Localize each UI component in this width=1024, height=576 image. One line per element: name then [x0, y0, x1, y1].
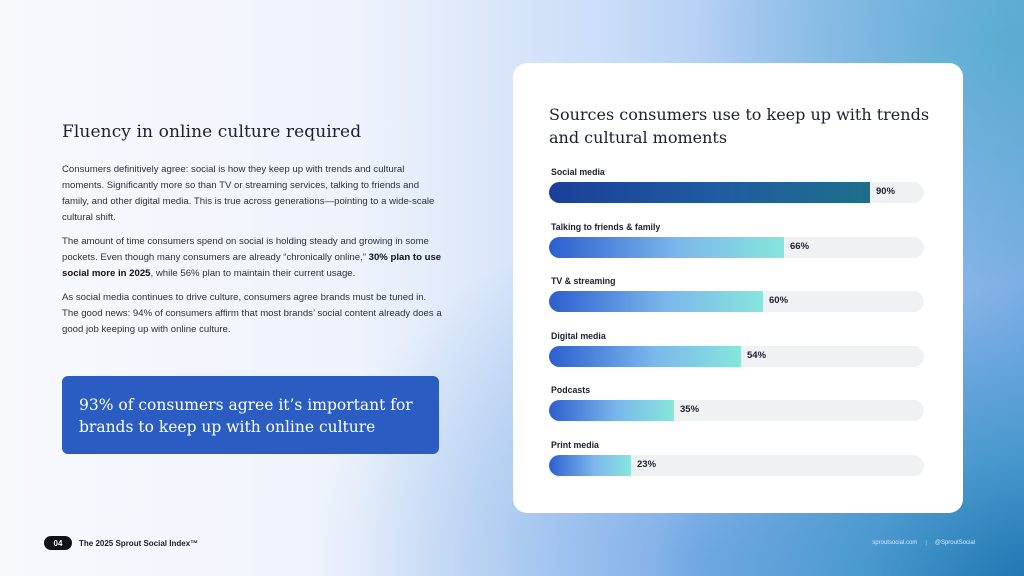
bar-label: Social media	[551, 167, 605, 177]
bar-label: Podcasts	[551, 385, 591, 395]
bar-row: TV & streaming 60%	[549, 276, 924, 324]
bar	[549, 182, 870, 203]
bar	[549, 454, 631, 476]
website-link[interactable]: sproutsocial.com	[872, 540, 918, 546]
bar-track: 35%	[549, 400, 924, 421]
section-heading: Fluency in online culture required	[62, 122, 362, 142]
footer-right: sproutsocial.com | @SproutSocial	[872, 540, 975, 546]
bar-track: 60%	[549, 291, 924, 312]
footer-separator: |	[925, 540, 927, 546]
bar-value-label: 54%	[747, 349, 767, 361]
bar-row: Talking to friends & family 66%	[549, 222, 924, 270]
bar	[549, 400, 674, 421]
chart-card: Sources consumers use to keep up with tr…	[513, 63, 963, 513]
stat-callout: 93% of consumers agree it’s important fo…	[62, 376, 439, 454]
bar-value-label: 35%	[680, 404, 700, 415]
bar-row: Print media 23%	[549, 440, 924, 488]
footer-left: 04 The 2025 Sprout Social Index™	[44, 536, 198, 550]
bar-row: Digital media 54%	[549, 331, 924, 379]
bar-label: Talking to friends & family	[551, 221, 661, 232]
bar-label: Digital media	[551, 330, 606, 341]
paragraph-1: Consumers definitively agree: social is …	[62, 164, 435, 223]
paragraph-2-text-a: The amount of time consumers spend on so…	[62, 236, 429, 263]
bar	[549, 345, 741, 367]
bar-label: Print media	[551, 439, 599, 450]
bar	[549, 236, 784, 258]
bar-track: 54%	[549, 345, 924, 367]
social-handle[interactable]: @SproutSocial	[934, 540, 975, 546]
bar-row: Podcasts 35%	[549, 385, 924, 433]
bar-row: Social media 90%	[549, 167, 924, 215]
article-section: Fluency in online culture required Consu…	[62, 122, 442, 346]
bar-track: 23%	[549, 454, 924, 476]
bar-value-label: 90%	[876, 186, 896, 197]
callout-text: 93% of consumers agree it’s important fo…	[79, 396, 413, 436]
bar-value-label: 66%	[790, 240, 810, 252]
bar-value-label: 60%	[769, 295, 789, 306]
bar	[549, 291, 763, 312]
paragraph-2-text-b: , while 56% plan to maintain their curre…	[150, 268, 356, 279]
page-number: 04	[44, 536, 72, 550]
chart-title: Sources consumers use to keep up with tr…	[549, 105, 930, 147]
paragraph-2: The amount of time consumers spend on so…	[62, 234, 442, 282]
paragraph-3: As social media continues to drive cultu…	[62, 292, 442, 335]
bar-label: TV & streaming	[551, 276, 616, 286]
report-title: The 2025 Sprout Social Index™	[79, 538, 199, 548]
bar-value-label: 23%	[637, 458, 657, 470]
bar-track: 66%	[549, 236, 924, 258]
bar-track: 90%	[549, 182, 924, 203]
paragraph-2-bold: 30% plan to use social more in 2025	[62, 252, 442, 279]
